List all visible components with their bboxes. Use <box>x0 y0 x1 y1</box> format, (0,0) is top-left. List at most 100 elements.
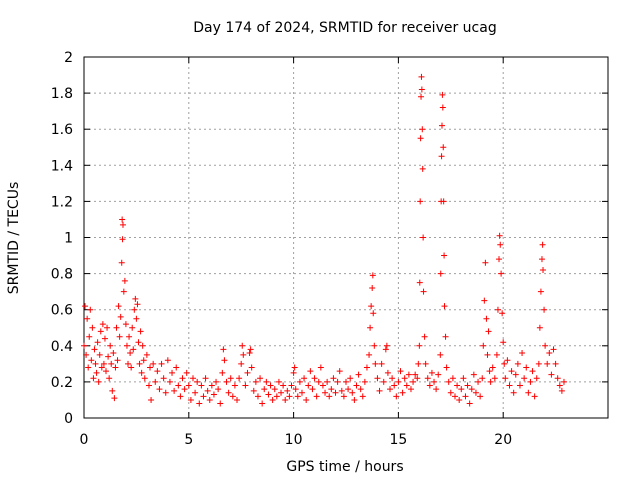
data-point <box>475 378 482 385</box>
data-point <box>236 375 243 382</box>
data-point <box>286 393 293 400</box>
data-point <box>162 389 169 396</box>
data-point <box>115 303 122 310</box>
data-point <box>367 324 374 331</box>
data-point <box>418 73 425 80</box>
data-point <box>138 369 145 376</box>
data-point <box>504 357 511 364</box>
data-point <box>127 350 134 357</box>
data-point <box>119 221 126 228</box>
data-point <box>546 350 553 357</box>
data-point <box>242 382 249 389</box>
data-point <box>326 393 333 400</box>
data-point <box>496 256 503 263</box>
data-point <box>334 378 341 385</box>
data-point <box>447 389 454 396</box>
data-point <box>519 350 526 357</box>
data-point <box>391 382 398 389</box>
data-point <box>554 375 561 382</box>
data-point <box>552 360 559 367</box>
data-point <box>336 368 343 375</box>
data-point <box>485 328 492 335</box>
data-point <box>126 333 133 340</box>
data-point <box>154 368 161 375</box>
y-tick-label: 1 <box>64 231 73 247</box>
data-point <box>374 375 381 382</box>
data-point <box>93 369 100 376</box>
data-point <box>105 353 112 360</box>
data-series <box>81 73 567 407</box>
data-point <box>479 375 486 382</box>
data-point <box>472 389 479 396</box>
data-point <box>86 333 93 340</box>
data-point <box>238 360 245 367</box>
data-point <box>213 378 220 385</box>
data-point <box>294 393 301 400</box>
data-point <box>458 386 465 393</box>
data-point <box>101 335 108 342</box>
data-point <box>527 378 534 385</box>
data-point <box>104 324 111 331</box>
data-point <box>219 369 226 376</box>
data-point <box>112 364 119 371</box>
data-point <box>152 378 159 385</box>
data-point <box>225 389 232 396</box>
data-point <box>273 393 280 400</box>
data-point <box>531 393 538 400</box>
data-point <box>307 368 314 375</box>
data-point <box>361 378 368 385</box>
data-point <box>556 382 563 389</box>
data-point <box>371 342 378 349</box>
data-point <box>148 396 155 403</box>
data-point <box>438 153 445 160</box>
data-point <box>229 393 236 400</box>
data-point <box>382 346 389 353</box>
data-point <box>508 368 515 375</box>
data-point <box>496 232 503 239</box>
data-point <box>464 382 471 389</box>
data-point <box>313 393 320 400</box>
data-point <box>122 321 129 328</box>
data-point <box>349 389 356 396</box>
data-point <box>417 198 424 205</box>
data-point <box>468 386 475 393</box>
data-point <box>117 313 124 320</box>
data-point <box>254 393 261 400</box>
data-point <box>121 277 128 284</box>
data-point <box>481 297 488 304</box>
y-tick-label: 0.4 <box>51 339 73 355</box>
data-point <box>200 393 207 400</box>
data-point <box>252 378 259 385</box>
data-point <box>150 360 157 367</box>
x-tick-label: 5 <box>184 432 193 448</box>
data-point <box>483 315 490 322</box>
data-point <box>143 351 150 358</box>
data-point <box>435 371 442 378</box>
data-point <box>397 368 404 375</box>
data-point <box>550 346 557 353</box>
data-point <box>125 360 132 367</box>
data-point <box>345 386 352 393</box>
data-point <box>416 279 423 286</box>
data-point <box>204 387 211 394</box>
data-point <box>109 387 116 394</box>
data-point <box>215 386 222 393</box>
data-point <box>95 378 102 385</box>
data-point <box>240 351 247 358</box>
data-point <box>261 386 268 393</box>
data-point <box>407 386 414 393</box>
data-point <box>370 310 377 317</box>
data-point <box>440 144 447 151</box>
data-point <box>502 375 509 382</box>
data-point <box>120 288 127 295</box>
data-point <box>179 375 186 382</box>
data-point <box>401 375 408 382</box>
data-point <box>89 324 96 331</box>
data-point <box>560 378 567 385</box>
data-point <box>257 375 264 382</box>
data-point <box>98 364 105 371</box>
data-point <box>94 339 101 346</box>
data-point <box>521 375 528 382</box>
data-point <box>275 378 282 385</box>
data-point <box>103 368 110 375</box>
